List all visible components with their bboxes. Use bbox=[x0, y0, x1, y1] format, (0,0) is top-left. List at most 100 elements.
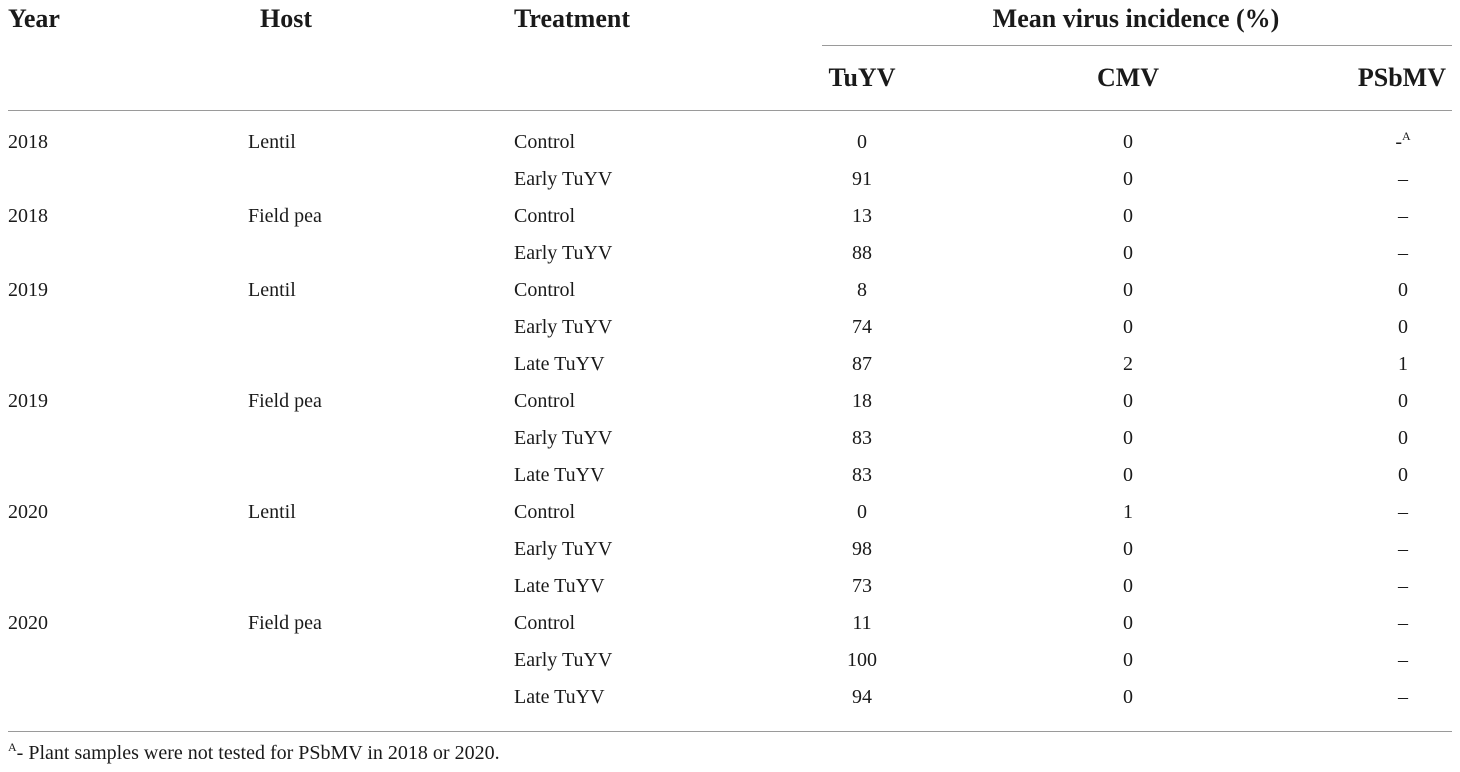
cell-treatment: Early TuYV bbox=[514, 169, 612, 189]
cell-cmv: 2 bbox=[1123, 354, 1133, 374]
cell-tuyv-value: 13 bbox=[852, 205, 872, 227]
cell-cmv-value: 0 bbox=[1123, 131, 1133, 153]
cell-psbmv-value: – bbox=[1398, 612, 1408, 634]
cell-tuyv: 0 bbox=[857, 132, 867, 152]
footnote-text: - Plant samples were not tested for PSbM… bbox=[16, 742, 500, 764]
header-cmv: CMV bbox=[1096, 63, 1160, 92]
cell-treatment: Early TuYV bbox=[514, 650, 612, 670]
cell-tuyv: 88 bbox=[852, 243, 872, 263]
cell-cmv: 0 bbox=[1123, 243, 1133, 263]
cell-cmv: 1 bbox=[1123, 502, 1133, 522]
cell-psbmv: 1 bbox=[1398, 354, 1408, 374]
cell-psbmv: 0 bbox=[1398, 280, 1408, 300]
cell-tuyv: 11 bbox=[852, 613, 871, 633]
cell-cmv: 0 bbox=[1123, 576, 1133, 596]
cell-treatment: Early TuYV bbox=[514, 243, 612, 263]
cell-cmv-value: 0 bbox=[1123, 390, 1133, 412]
cell-treatment: Control bbox=[514, 280, 575, 300]
cell-tuyv-value: 74 bbox=[852, 316, 872, 338]
cell-treatment: Late TuYV bbox=[514, 465, 605, 485]
cell-treatment-value: Late TuYV bbox=[514, 575, 605, 597]
cell-cmv-value: 0 bbox=[1123, 612, 1133, 634]
cell-tuyv-value: 88 bbox=[852, 242, 872, 264]
cell-cmv: 0 bbox=[1123, 132, 1133, 152]
cell-cmv: 0 bbox=[1123, 465, 1133, 485]
cell-year: 2020 bbox=[8, 613, 48, 633]
cell-psbmv-value: – bbox=[1398, 168, 1408, 190]
cell-host-value: Lentil bbox=[248, 279, 296, 301]
header-bottom-rule bbox=[8, 110, 1452, 111]
cell-cmv: 0 bbox=[1123, 539, 1133, 559]
cell-tuyv-value: 83 bbox=[852, 427, 872, 449]
cell-host: Field pea bbox=[248, 613, 322, 633]
cell-tuyv-value: 94 bbox=[852, 686, 872, 708]
cell-psbmv: 0 bbox=[1398, 317, 1408, 337]
cell-cmv: 0 bbox=[1123, 428, 1133, 448]
cell-tuyv-value: 0 bbox=[857, 131, 867, 153]
cell-psbmv: -A bbox=[1395, 130, 1410, 152]
cell-psbmv-value: – bbox=[1398, 242, 1408, 264]
cell-cmv-value: 0 bbox=[1123, 427, 1133, 449]
cell-host: Field pea bbox=[248, 206, 322, 226]
cell-tuyv-value: 100 bbox=[847, 649, 877, 671]
cell-tuyv-value: 87 bbox=[852, 353, 872, 375]
cell-psbmv-value: – bbox=[1398, 205, 1408, 227]
cell-tuyv-value: 18 bbox=[852, 390, 872, 412]
cell-tuyv-value: 98 bbox=[852, 538, 872, 560]
cell-cmv-value: 1 bbox=[1123, 501, 1133, 523]
header-tuyv: TuYV bbox=[828, 63, 896, 92]
cell-cmv-value: 0 bbox=[1123, 242, 1133, 264]
cell-cmv-value: 0 bbox=[1123, 168, 1133, 190]
cell-tuyv: 94 bbox=[852, 687, 872, 707]
cell-tuyv-value: 11 bbox=[852, 612, 872, 634]
cell-psbmv: – bbox=[1398, 169, 1408, 189]
cell-treatment: Control bbox=[514, 502, 575, 522]
cell-year-value: 2019 bbox=[8, 390, 48, 412]
cell-treatment-value: Control bbox=[514, 390, 576, 412]
cell-psbmv-value: 0 bbox=[1398, 464, 1408, 486]
cell-cmv: 0 bbox=[1123, 613, 1133, 633]
cell-psbmv-value: – bbox=[1398, 538, 1408, 560]
cell-cmv-value: 0 bbox=[1123, 205, 1133, 227]
cell-year-value: 2018 bbox=[8, 205, 48, 227]
cell-year: 2018 bbox=[8, 206, 48, 226]
cell-treatment: Early TuYV bbox=[514, 428, 612, 448]
cell-host-value: Field pea bbox=[248, 205, 322, 227]
cell-host-value: Lentil bbox=[248, 131, 296, 153]
cell-year-value: 2020 bbox=[8, 501, 48, 523]
cell-treatment-value: Early TuYV bbox=[514, 649, 613, 671]
cell-year-value: 2020 bbox=[8, 612, 48, 634]
cell-cmv: 0 bbox=[1123, 650, 1133, 670]
group-header-rule bbox=[822, 45, 1452, 46]
cell-cmv: 0 bbox=[1123, 391, 1133, 411]
cell-host-value: Field pea bbox=[248, 612, 322, 634]
cell-treatment-value: Control bbox=[514, 501, 576, 523]
cell-cmv-value: 0 bbox=[1123, 316, 1133, 338]
header-host: Host bbox=[260, 4, 312, 33]
cell-psbmv: – bbox=[1398, 613, 1408, 633]
cell-psbmv: – bbox=[1398, 687, 1408, 707]
table-bottom-rule bbox=[8, 731, 1452, 732]
cell-cmv-value: 0 bbox=[1123, 649, 1133, 671]
cell-treatment: Late TuYV bbox=[514, 687, 605, 707]
cell-year: 2018 bbox=[8, 132, 48, 152]
cell-tuyv: 100 bbox=[847, 650, 877, 670]
cell-psbmv: – bbox=[1398, 502, 1408, 522]
cell-cmv: 0 bbox=[1123, 317, 1133, 337]
cell-treatment-value: Early TuYV bbox=[514, 427, 613, 449]
cell-tuyv: 83 bbox=[852, 428, 872, 448]
cell-host-value: Lentil bbox=[248, 501, 296, 523]
cell-psbmv-value: 0 bbox=[1398, 427, 1408, 449]
cell-tuyv-value: 83 bbox=[852, 464, 872, 486]
cell-tuyv: 73 bbox=[852, 576, 872, 596]
cell-tuyv: 98 bbox=[852, 539, 872, 559]
cell-psbmv-value: – bbox=[1398, 649, 1408, 671]
header-treatment: Treatment bbox=[514, 4, 630, 33]
cell-year-value: 2018 bbox=[8, 131, 48, 153]
header-mean-virus-incidence: Mean virus incidence (%) bbox=[992, 4, 1280, 33]
cell-tuyv-value: 91 bbox=[852, 168, 872, 190]
cell-year: 2020 bbox=[8, 502, 48, 522]
cell-tuyv: 91 bbox=[852, 169, 872, 189]
cell-cmv-value: 0 bbox=[1123, 686, 1133, 708]
cell-cmv: 0 bbox=[1123, 169, 1133, 189]
